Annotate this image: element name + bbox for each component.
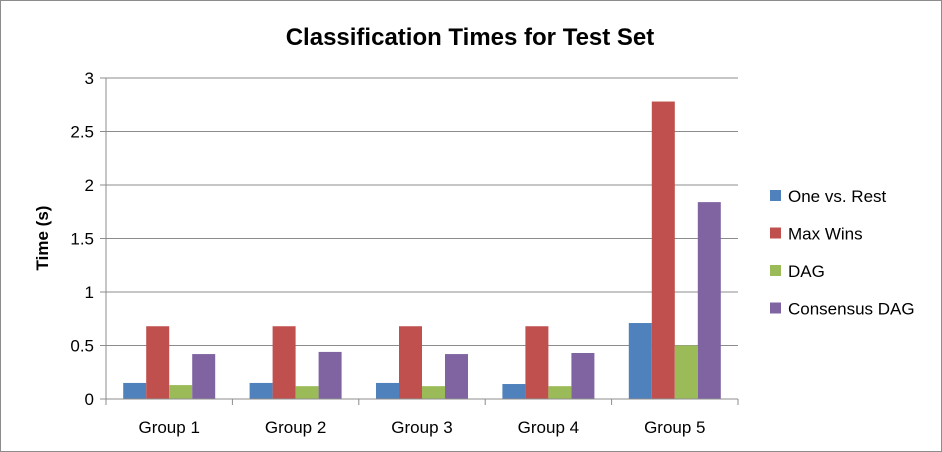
legend-swatch	[770, 190, 781, 201]
bar-max-wins-4	[525, 326, 549, 399]
bar-max-wins-2	[272, 326, 296, 399]
bar-dag-2	[295, 386, 319, 399]
x-tick-label: Group 1	[138, 418, 199, 437]
bar-dag-1	[169, 385, 193, 399]
bar-consensus-dag-2	[318, 351, 342, 399]
y-tick-label: 1	[85, 283, 94, 302]
bar-consensus-dag-3	[445, 354, 468, 399]
y-tick-labels: 0 0.5 1 1.5 2 2.5 3	[70, 69, 94, 409]
bar-dag-5	[674, 345, 698, 399]
y-tick-label: 0	[85, 390, 94, 409]
bar-max-wins-3	[399, 326, 422, 399]
chart-title: Classification Times for Test Set	[286, 24, 655, 51]
bar-consensus-dag-1	[192, 354, 216, 399]
legend-swatch	[770, 302, 781, 314]
legend-label: DAG	[788, 262, 825, 281]
x-tick-label: Group 5	[644, 418, 705, 437]
legend-swatch	[770, 227, 781, 239]
bar-dag-4	[548, 386, 572, 399]
y-tick-label: 1.5	[70, 230, 94, 249]
legend-label: Max Wins	[788, 225, 863, 244]
legend-label: Consensus DAG	[788, 300, 915, 319]
bar-one-vs-rest-1	[123, 382, 147, 399]
y-tick-label: 2	[85, 176, 94, 195]
bar-consensus-dag-4	[571, 352, 595, 399]
x-tick-label: Group 3	[391, 418, 452, 437]
bar-one-vs-rest-5	[628, 323, 652, 399]
y-tick-label: 3	[85, 69, 94, 88]
y-tick-label: 0.5	[70, 337, 94, 356]
bar-consensus-dag-5	[697, 202, 721, 399]
legend-label: One vs. Rest	[788, 187, 887, 206]
legend-swatch	[770, 265, 781, 276]
axes	[100, 77, 739, 405]
y-axis-title: Time (s)	[33, 206, 52, 271]
x-tick-label: Group 2	[265, 418, 326, 437]
bar-max-wins-1	[146, 326, 170, 399]
bar-max-wins-5	[651, 101, 675, 399]
x-tick-labels: Group 1 Group 2 Group 3 Group 4 Group 5	[138, 418, 705, 437]
x-tick-label: Group 4	[518, 418, 579, 437]
legend: One vs. Rest Max Wins DAG Consensus DAG	[770, 187, 915, 319]
y-tick-label: 2.5	[70, 123, 94, 142]
bar-dag-3	[422, 386, 445, 399]
bar-one-vs-rest-2	[249, 382, 273, 399]
gridlines	[106, 77, 738, 346]
bars	[123, 101, 721, 399]
bar-one-vs-rest-4	[502, 384, 526, 399]
bar-one-vs-rest-3	[376, 382, 399, 399]
